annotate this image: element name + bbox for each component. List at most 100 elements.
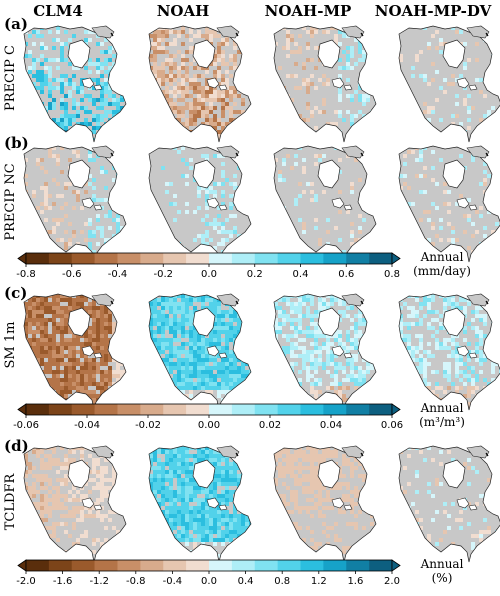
- grid-cell: [44, 114, 48, 118]
- grid-cell: [48, 74, 52, 78]
- grid-cell: [145, 38, 149, 42]
- grid-cell: [96, 382, 100, 386]
- grid-cell: [56, 478, 60, 482]
- grid-cell: [68, 386, 72, 390]
- grid-cell: [435, 310, 439, 314]
- grid-cell: [270, 114, 274, 118]
- grid-cell: [80, 302, 84, 306]
- grid-cell: [48, 458, 52, 462]
- grid-cell: [338, 338, 342, 342]
- grid-cell: [253, 290, 257, 294]
- grid-cell: [161, 66, 165, 70]
- great-lakes: [456, 77, 470, 89]
- grid-cell: [112, 118, 116, 122]
- grid-cell: [338, 362, 342, 366]
- grid-cell: [358, 42, 362, 46]
- grid-cell: [76, 150, 80, 154]
- grid-cell: [338, 170, 342, 174]
- grid-cell: [88, 38, 92, 42]
- grid-cell: [64, 482, 68, 486]
- grid-cell: [378, 302, 382, 306]
- grid-cell: [56, 194, 60, 198]
- grid-cell: [149, 386, 153, 390]
- grid-cell: [165, 118, 169, 122]
- grid-cell: [181, 98, 185, 102]
- grid-cell: [145, 238, 149, 242]
- grid-cell: [32, 122, 36, 126]
- grid-cell: [298, 114, 302, 118]
- grid-cell: [76, 306, 80, 310]
- grid-cell: [415, 322, 419, 326]
- land-base: [274, 146, 376, 262]
- grid-cell: [358, 330, 362, 334]
- grid-cell: [217, 74, 221, 78]
- grid-cell: [415, 314, 419, 318]
- grid-cell: [189, 366, 193, 370]
- grid-cell: [48, 310, 52, 314]
- grid-cell: [185, 182, 189, 186]
- grid-cell: [209, 62, 213, 66]
- grid-cell: [40, 166, 44, 170]
- grid-cell: [245, 362, 249, 366]
- grid-cell: [80, 450, 84, 454]
- grid-cell: [124, 326, 126, 330]
- grid-cell: [253, 138, 257, 142]
- grid-cell: [112, 114, 116, 118]
- grid-cell: [274, 134, 278, 138]
- grid-cell: [233, 290, 237, 294]
- grid-cell: [237, 290, 241, 294]
- grid-cell: [378, 142, 382, 146]
- grid-cell: [120, 26, 124, 30]
- grid-cell: [120, 330, 124, 334]
- grid-cell: [124, 398, 126, 402]
- grid-cell: [92, 486, 96, 490]
- grid-cell: [124, 294, 126, 298]
- grid-cell: [96, 362, 100, 366]
- grid-cell: [217, 122, 221, 126]
- grid-cell: [471, 390, 475, 394]
- grid-cell: [310, 334, 314, 338]
- grid-cell: [278, 170, 282, 174]
- grid-cell: [60, 466, 64, 470]
- grid-cell: [326, 358, 330, 362]
- grid-cell: [270, 174, 274, 178]
- grid-cell: [334, 382, 338, 386]
- grid-cell: [253, 354, 257, 358]
- grid-cell: [221, 110, 225, 114]
- grid-cell: [149, 382, 153, 386]
- grid-cell: [36, 98, 40, 102]
- grid-cell: [165, 326, 169, 330]
- grid-cell: [88, 158, 92, 162]
- grid-cell: [395, 326, 399, 330]
- grid-cell: [153, 66, 157, 70]
- grid-cell: [455, 390, 459, 394]
- grid-cell: [177, 358, 181, 362]
- grid-cell: [165, 342, 169, 346]
- grid-cell: [64, 102, 68, 106]
- grid-cell: [96, 70, 100, 74]
- grid-cell: [411, 394, 415, 398]
- grid-cell: [213, 322, 217, 326]
- grid-cell: [185, 354, 189, 358]
- grid-cell: [330, 374, 334, 378]
- grid-cell: [124, 142, 128, 146]
- grid-cell: [483, 38, 487, 42]
- grid-cell: [431, 390, 435, 394]
- grid-cell: [229, 378, 233, 382]
- grid-cell: [112, 370, 116, 374]
- grid-cell: [108, 130, 112, 134]
- grid-cell: [237, 86, 241, 90]
- grid-cell: [282, 398, 286, 402]
- grid-cell: [249, 350, 251, 354]
- grid-cell: [44, 46, 48, 50]
- grid-cell: [463, 326, 467, 330]
- grid-cell: [96, 366, 100, 370]
- hudson-bay: [442, 159, 466, 189]
- grid-cell: [253, 338, 257, 342]
- grid-cell: [36, 374, 40, 378]
- grid-cell: [487, 350, 491, 354]
- grid-cell: [32, 442, 36, 446]
- grid-cell: [286, 350, 290, 354]
- grid-cell: [366, 366, 370, 370]
- grid-cell: [68, 238, 72, 242]
